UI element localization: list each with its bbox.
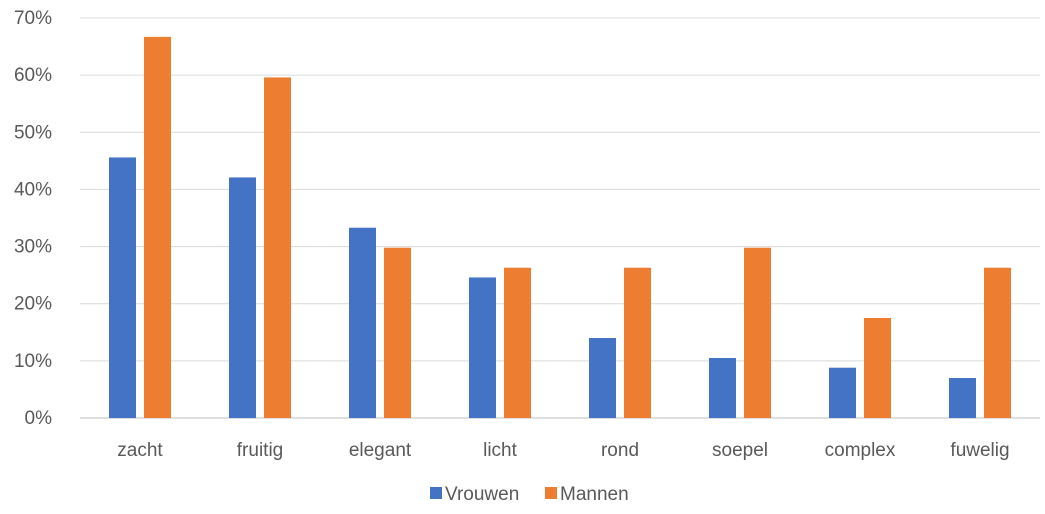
y-tick-label: 40% [14,179,52,200]
legend-label: Vrouwen [445,484,519,505]
bar-vrouwen-complex [829,367,856,418]
y-tick-label: 0% [25,408,53,429]
bar-mannen-elegant [384,247,411,418]
legend-label: Mannen [560,484,629,505]
x-category-label: soepel [712,440,768,461]
bar-vrouwen-fruitig [229,177,256,418]
y-tick-label: 30% [14,237,52,258]
y-axis-tick-labels: 0% 10% 20% 30% 40% 50% 60% 70% [14,8,52,429]
x-category-label: zacht [117,440,163,461]
y-tick-label: 70% [14,8,52,29]
y-tick-label: 10% [14,351,52,372]
x-category-label: rond [601,440,639,461]
x-category-label: complex [825,440,896,461]
x-category-label: elegant [349,440,412,461]
bar-mannen-licht [504,267,531,418]
x-category-label: licht [483,440,518,461]
gridlines [80,17,1040,419]
bar-mannen-fruitig [264,77,291,418]
bar-mannen-zacht [144,36,171,418]
bar-vrouwen-licht [469,277,496,418]
bar-mannen-complex [864,318,891,418]
legend-item-vrouwen: Vrouwen [430,484,519,505]
y-tick-label: 50% [14,122,52,143]
x-category-label: fruitig [237,440,283,461]
legend-item-mannen: Mannen [545,484,629,505]
y-tick-label: 20% [14,294,52,315]
y-tick-label: 60% [14,65,52,86]
legend-swatch [430,487,442,499]
x-category-label: fuwelig [950,440,1009,461]
bars [109,36,1011,418]
bar-vrouwen-soepel [709,358,736,418]
bar-mannen-rond [624,267,651,418]
bar-vrouwen-rond [589,338,616,418]
bar-mannen-soepel [744,247,771,418]
bar-mannen-fuwelig [984,267,1011,418]
bar-vrouwen-fuwelig [949,378,976,418]
x-axis-category-labels: zacht fruitig elegant licht rond soepel comple… [117,440,1009,461]
legend-swatch [545,487,557,499]
bar-vrouwen-zacht [109,157,136,418]
legend: Vrouwen Mannen [430,484,629,505]
bar-vrouwen-elegant [349,227,376,418]
